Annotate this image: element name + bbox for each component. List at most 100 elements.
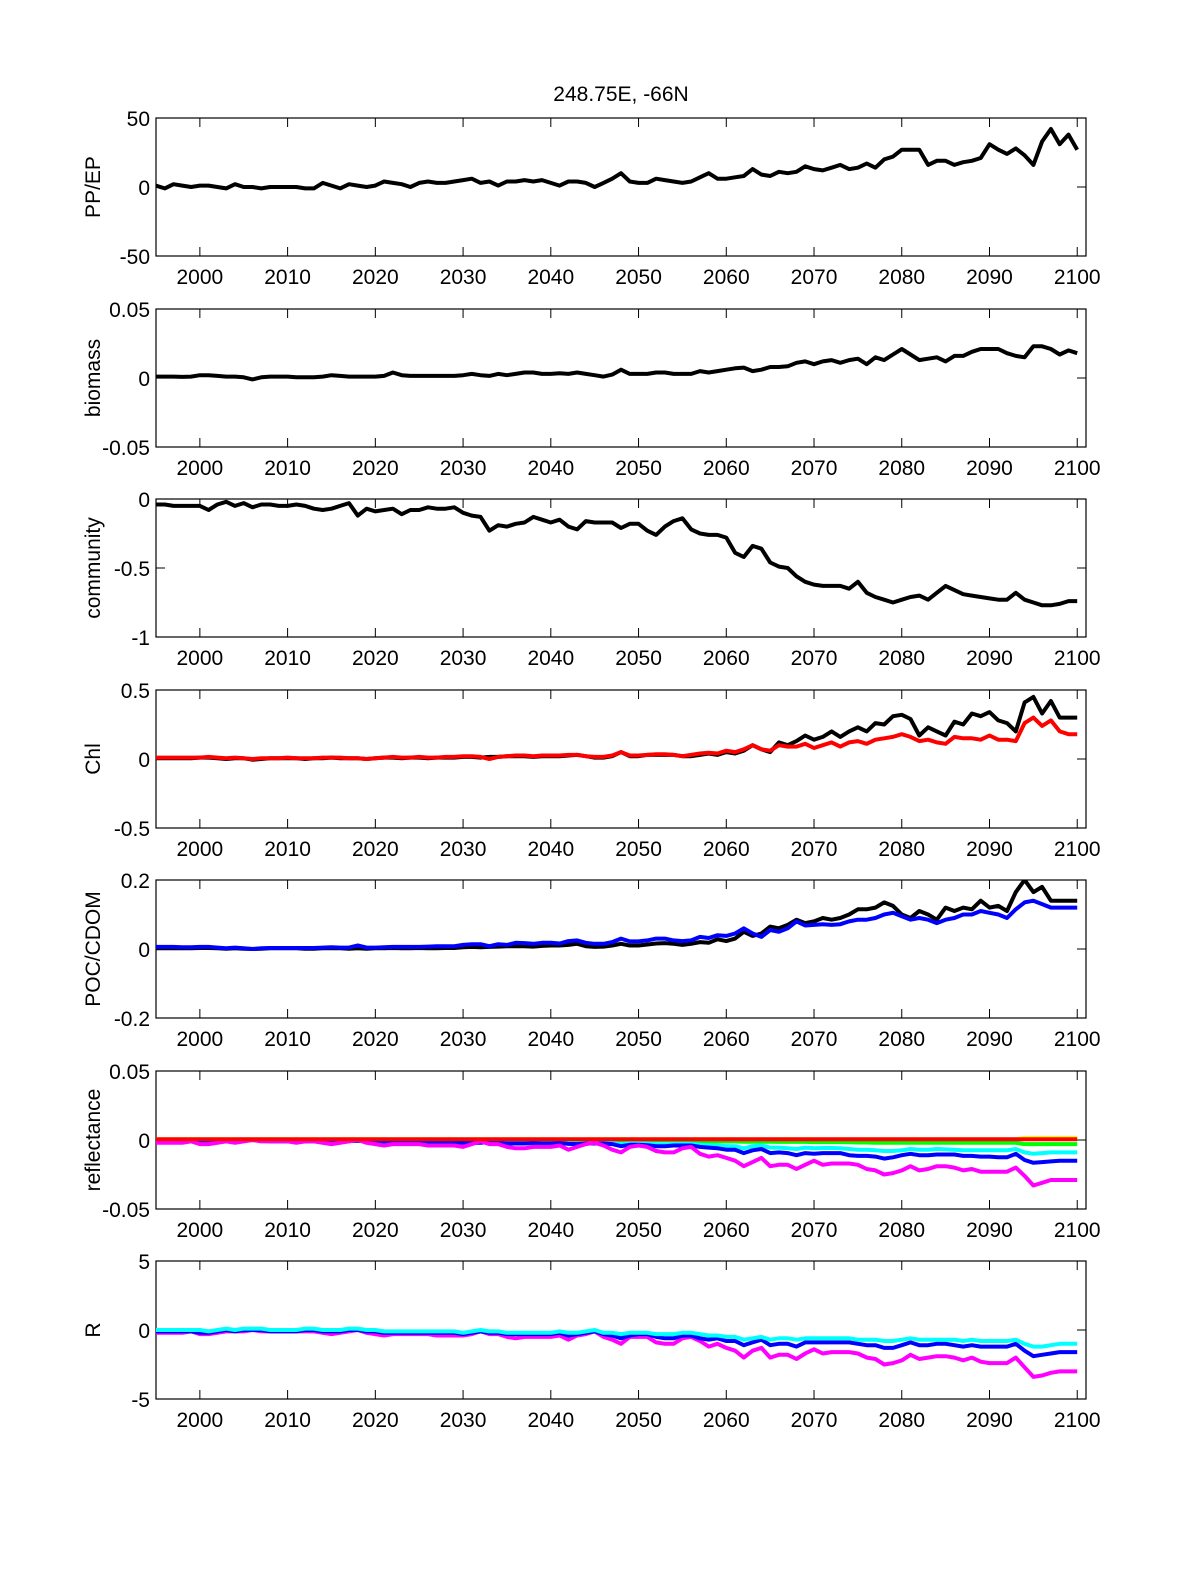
x-tick-label: 2080	[878, 647, 925, 670]
x-tick-label: 2010	[264, 1028, 311, 1051]
x-tick-label: 2100	[1054, 838, 1101, 861]
x-tick-label: 2080	[878, 1219, 925, 1242]
y-tick-label: 50	[127, 108, 150, 131]
x-tick-label: 2090	[966, 266, 1013, 289]
y-tick-label: 0	[138, 749, 150, 772]
x-tick-label: 2090	[966, 647, 1013, 670]
x-tick-label: 2100	[1054, 1028, 1101, 1051]
y-tick-label: -0.2	[114, 1008, 150, 1031]
y-tick-label: -50	[120, 246, 150, 269]
series-line-cdom	[156, 898, 1078, 951]
x-tick-label: 2070	[791, 266, 838, 289]
panel-reflectance: 2000 2010 2020 2030 2040 2050 2060 2070 2080 2090…	[82, 1061, 1101, 1242]
y-tick-label: -0.5	[114, 558, 150, 581]
x-tick-label: 2020	[352, 1409, 399, 1432]
y-axis-label: R	[82, 1322, 105, 1337]
x-tick-label: 2060	[703, 1409, 750, 1432]
x-tick-label: 2100	[1054, 457, 1101, 480]
x-tick-label: 2000	[177, 1219, 224, 1242]
x-tick-label: 2030	[440, 1409, 487, 1432]
panels: 2000 2010 2020 2030 2040 2050 2060 2070 2080 2090…	[82, 108, 1101, 1432]
x-tick-label: 2080	[878, 1409, 925, 1432]
x-tick-label: 2010	[264, 457, 311, 480]
x-tick-label: 2010	[264, 1409, 311, 1432]
y-tick-label: 5	[138, 1251, 150, 1274]
x-tick-label: 2020	[352, 838, 399, 861]
y-tick-label: 0.5	[121, 680, 150, 703]
series-line-cyan	[156, 1326, 1078, 1349]
x-tick-label: 2050	[615, 1409, 662, 1432]
x-tick-label: 2090	[966, 457, 1013, 480]
x-tick-label: 2000	[177, 647, 224, 670]
y-tick-label: -0.5	[114, 818, 150, 841]
y-tick-label: 0	[138, 939, 150, 962]
x-tick-label: 2000	[177, 1409, 224, 1432]
x-tick-label: 2050	[615, 266, 662, 289]
x-tick-label: 2060	[703, 266, 750, 289]
x-tick-label: 2040	[527, 457, 574, 480]
x-tick-label: 2070	[791, 1409, 838, 1432]
series-line-chl-black-	[156, 694, 1078, 762]
x-tick-label: 2000	[177, 1028, 224, 1051]
x-tick-label: 2030	[440, 266, 487, 289]
y-tick-label: -1	[131, 627, 150, 650]
x-tick-label: 2030	[440, 647, 487, 670]
x-tick-label: 2100	[1054, 647, 1101, 670]
y-axis-label: biomass	[82, 339, 105, 417]
x-tick-label: 2000	[177, 838, 224, 861]
x-tick-label: 2050	[615, 457, 662, 480]
x-tick-label: 2100	[1054, 1409, 1101, 1432]
panel-poc-cdom: 2000 2010 2020 2030 2040 2050 2060 2070 2080 2090…	[82, 870, 1101, 1051]
y-tick-label: 0	[138, 1130, 150, 1153]
y-tick-label: -0.05	[102, 437, 150, 460]
panel-community: 2000 2010 2020 2030 2040 2050 2060 2070 2080 2090…	[82, 489, 1101, 670]
x-tick-label: 2080	[878, 266, 925, 289]
x-tick-label: 2030	[440, 1028, 487, 1051]
x-tick-label: 2060	[703, 1219, 750, 1242]
panel-r: 2000 2010 2020 2030 2040 2050 2060 2070 2080 2090…	[82, 1251, 1101, 1432]
x-tick-label: 2040	[527, 266, 574, 289]
y-tick-label: 0	[138, 368, 150, 391]
x-tick-label: 2000	[177, 266, 224, 289]
x-tick-label: 2090	[966, 1028, 1013, 1051]
series-line-biomass	[156, 344, 1078, 382]
x-tick-label: 2050	[615, 1028, 662, 1051]
x-tick-label: 2040	[527, 647, 574, 670]
x-tick-label: 2080	[878, 838, 925, 861]
x-tick-label: 2050	[615, 838, 662, 861]
x-tick-label: 2010	[264, 266, 311, 289]
x-tick-label: 2090	[966, 1409, 1013, 1432]
x-tick-label: 2050	[615, 1219, 662, 1242]
y-tick-label: 0.05	[109, 1061, 150, 1084]
x-tick-label: 2040	[527, 1219, 574, 1242]
x-tick-label: 2030	[440, 1219, 487, 1242]
x-tick-label: 2060	[703, 647, 750, 670]
x-tick-label: 2060	[703, 1028, 750, 1051]
y-axis-label: reflectance	[82, 1089, 105, 1192]
x-tick-label: 2090	[966, 1219, 1013, 1242]
x-tick-label: 2060	[703, 838, 750, 861]
x-tick-label: 2060	[703, 457, 750, 480]
y-tick-label: -5	[131, 1389, 150, 1412]
x-tick-label: 2000	[177, 457, 224, 480]
axes-box	[155, 498, 1087, 638]
series-line-pp-ep	[156, 127, 1079, 191]
y-tick-label: 0	[138, 1320, 150, 1343]
x-tick-label: 2100	[1054, 266, 1101, 289]
x-tick-label: 2030	[440, 838, 487, 861]
x-tick-label: 2030	[440, 457, 487, 480]
y-tick-label: 0	[138, 177, 150, 200]
chart-title: 248.75E, -66N	[553, 83, 688, 106]
y-axis-label: POC/CDOM	[82, 891, 105, 1007]
y-tick-label: -0.05	[102, 1199, 150, 1222]
x-tick-label: 2020	[352, 266, 399, 289]
x-tick-label: 2040	[527, 1028, 574, 1051]
x-tick-label: 2070	[791, 838, 838, 861]
x-tick-label: 2020	[352, 647, 399, 670]
y-tick-label: 0.2	[121, 870, 150, 893]
x-tick-label: 2010	[264, 1219, 311, 1242]
panel-biomass: 2000 2010 2020 2030 2040 2050 2060 2070 2080 2090…	[82, 299, 1101, 480]
x-tick-label: 2090	[966, 838, 1013, 861]
x-tick-label: 2020	[352, 1028, 399, 1051]
